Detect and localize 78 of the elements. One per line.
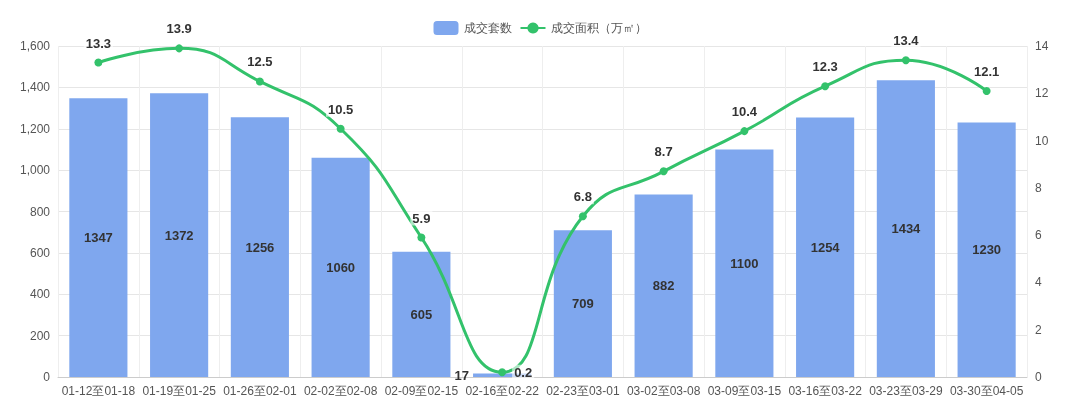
- point: [336, 124, 345, 133]
- x-tick-label: 02-23至03-01: [546, 384, 620, 398]
- point: [255, 77, 264, 86]
- bar: [715, 149, 774, 377]
- data-label: 12.5: [247, 54, 273, 70]
- x-tick-label: 01-26至02-01: [223, 384, 297, 398]
- y2-tick-label: 6: [1035, 228, 1042, 243]
- point: [901, 56, 910, 65]
- x-tick-label: 03-09至03-15: [707, 384, 782, 398]
- data-label: 13.9: [166, 21, 192, 37]
- data-label: 709: [572, 296, 594, 312]
- y2-tick-label: 14: [1035, 39, 1049, 53]
- data-label: 10.5: [327, 101, 354, 117]
- x-tick-label: 03-16至03-22: [788, 384, 863, 398]
- data-label: 1347: [83, 230, 113, 246]
- point: [94, 58, 103, 67]
- data-label: 13.3: [85, 35, 112, 51]
- x-tick-label: 03-30至04-05: [949, 384, 1024, 398]
- y2-tick-label: 4: [1035, 275, 1042, 290]
- bar: [392, 251, 451, 377]
- y-tick-label: 800: [29, 204, 51, 219]
- legend-label: 成交套数: [463, 21, 512, 35]
- y2-tick-label: 10: [1035, 133, 1049, 148]
- x-tick-label: 02-09至02-15: [384, 384, 459, 398]
- y-tick-label: 0: [43, 370, 51, 384]
- data-label: 12.3: [812, 59, 838, 75]
- bar: [957, 122, 1016, 377]
- data-label: 1060: [326, 259, 356, 275]
- x-tick-label: 02-16至02-22: [465, 384, 540, 398]
- point: [417, 233, 426, 242]
- data-label: 1256: [245, 239, 275, 255]
- point: [740, 127, 749, 136]
- y2-tick-label: 2: [1035, 322, 1042, 337]
- data-label: 882: [652, 278, 675, 294]
- data-label: 13.4: [893, 33, 920, 49]
- data-label: 1230: [972, 242, 1002, 258]
- y-tick-label: 1,200: [19, 121, 51, 136]
- bar: [634, 194, 693, 377]
- bar: [69, 98, 128, 377]
- bar: [230, 117, 289, 377]
- bar: [150, 93, 209, 377]
- y2-tick-label: 12: [1035, 86, 1049, 101]
- point: [175, 44, 184, 53]
- y-tick-label: 1,000: [19, 163, 51, 178]
- y-tick-label: 400: [29, 287, 51, 302]
- data-label: 8.7: [654, 144, 673, 160]
- data-label: 10.4: [731, 104, 758, 120]
- x-tick-label: 01-12至01-18: [61, 384, 136, 398]
- bar: [876, 80, 935, 377]
- bar: [553, 230, 612, 377]
- x-tick-label: 03-23至03-29: [869, 384, 943, 398]
- point: [498, 368, 507, 377]
- bar: [796, 117, 855, 377]
- x-tick-label: 02-02至02-08: [303, 384, 378, 398]
- data-label: 605: [410, 306, 433, 322]
- point: [659, 167, 668, 176]
- data-label: 6.8: [573, 189, 592, 205]
- point: [578, 212, 587, 221]
- y-tick-label: 1,400: [19, 80, 51, 95]
- bar: [311, 157, 370, 377]
- x-tick-label: 01-19至01-25: [142, 384, 217, 398]
- y2-tick-label: 8: [1035, 180, 1042, 195]
- x-tick-label: 03-02至03-08: [626, 384, 701, 398]
- data-label: 1372: [164, 227, 194, 243]
- data-label: 1434: [891, 221, 922, 237]
- point: [982, 86, 991, 95]
- y2-tick-label: 0: [1035, 370, 1042, 384]
- data-label: 12.1: [973, 63, 1000, 79]
- data-label: 1254: [810, 239, 841, 255]
- legend-label: 成交面积（万㎡）: [550, 21, 647, 35]
- data-label: 1100: [730, 255, 759, 271]
- y-tick-label: 200: [29, 328, 51, 343]
- y-tick-label: 1,600: [19, 39, 51, 53]
- data-label: 0.2: [514, 364, 533, 380]
- data-label: 5.9: [412, 210, 431, 226]
- y-tick-label: 600: [29, 245, 51, 260]
- point: [821, 82, 830, 91]
- data-label: 17: [454, 367, 470, 383]
